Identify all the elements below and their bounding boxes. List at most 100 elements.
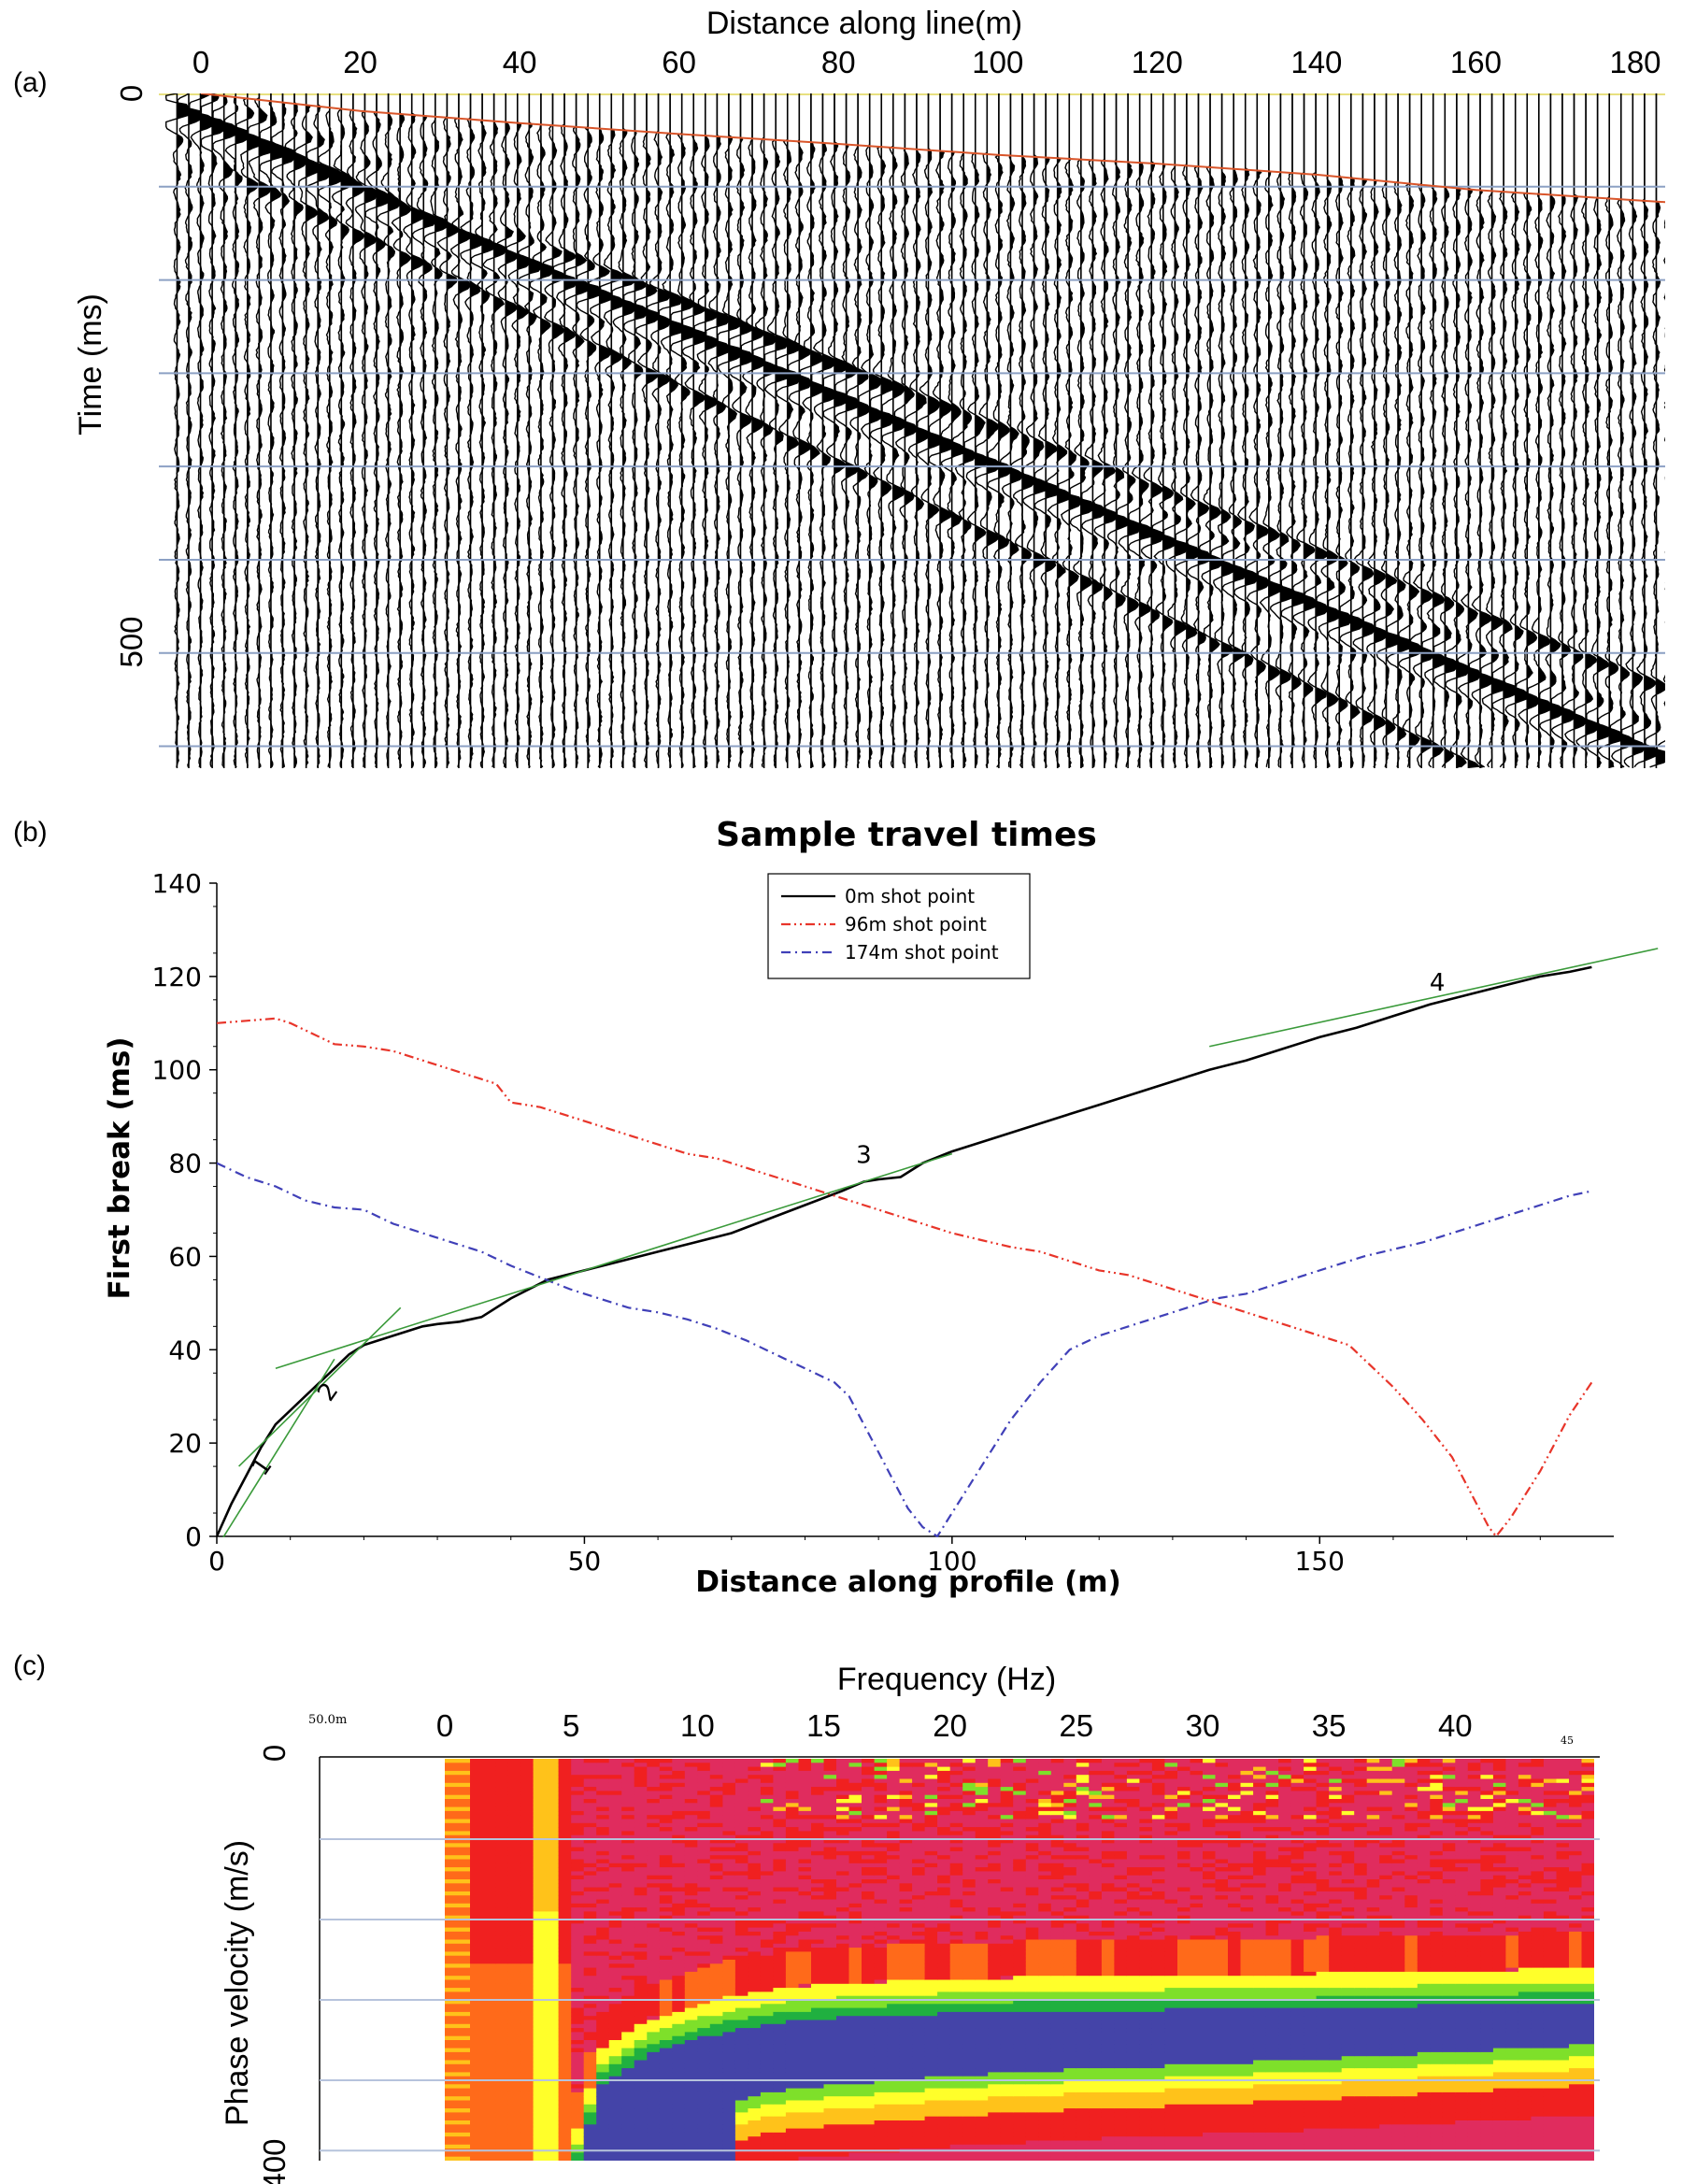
spectrum-cell [1000,2028,1014,2033]
trace-wiggle [658,93,682,767]
spectrum-cell [848,1879,862,1884]
spectrum-cell [457,1891,471,1896]
spectrum-cell [647,1875,661,1880]
spectrum-cell [798,1939,812,1945]
spectrum-cell [949,1979,963,1985]
spectrum-cell [785,1822,799,1828]
spectrum-cell [684,1839,698,1844]
spectrum-cell [874,1995,888,2001]
spectrum-cell [457,2007,471,2013]
spectrum-cell [734,2068,748,2073]
spectrum-cell [546,1915,560,1920]
spectrum-cell [596,1948,610,1952]
spectrum-cell [937,1887,951,1892]
spectrum-cell [962,1867,976,1872]
spectrum-cell [445,1782,459,1788]
spectrum-cell [811,1787,825,1791]
spectrum-cell [533,2116,547,2121]
spectrum-cell [722,1827,736,1832]
spectrum-cell [1000,1759,1014,1763]
spectrum-cell [899,2020,913,2025]
spectrum-cell [457,1843,471,1849]
spectrum-cell [697,1915,711,1920]
trace-wiggle [496,93,518,767]
spectrum-cell [988,1782,1002,1788]
spectrum-cell [457,1806,471,1812]
spectrum-cell [836,1815,850,1820]
spectrum-cell [962,1827,976,1832]
spectrum-cell [507,2144,521,2149]
spectrum-cell [596,1931,610,1936]
spectrum-cell [975,1939,989,1945]
spectrum-cell [848,1979,862,1985]
spectrum-cell [684,1843,698,1849]
spectrum-cell [823,1976,837,1981]
spectrum-cell [546,1951,560,1957]
spectrum-cell [507,2040,521,2045]
spectrum-cell [748,2060,762,2065]
spectrum-cell [874,2108,888,2113]
spectrum-cell [887,1863,901,1868]
spectrum-cell [722,1899,736,1905]
spectrum-cell [975,1951,989,1957]
spectrum-cell [507,2080,521,2085]
spectrum-cell [748,1794,762,1800]
spectrum-cell [887,1983,901,1989]
spectrum-cell [887,2120,901,2125]
spectrum-cell [760,1815,774,1820]
spectrum-cell [962,2056,976,2062]
spectrum-cell [608,2035,622,2041]
spectrum-cell [899,2152,913,2158]
spectrum-cell [621,2128,635,2134]
spectrum-cell [608,1963,622,1969]
spectrum-cell [899,1859,913,1864]
spectrum-cell [445,2004,459,2009]
spectrum-cell [672,1770,686,1776]
spectrum-cell [949,1843,963,1849]
spectrum-cell [583,2084,597,2090]
spectrum-cell [558,2096,572,2102]
spectrum-cell [672,1979,686,1985]
spectrum-cell [773,2104,787,2109]
spectrum-cell [748,1875,762,1880]
y-tick-label: 120 [152,962,202,992]
spectrum-cell [697,1831,711,1836]
spectrum-cell [760,1839,774,1844]
spectrum-cell [874,1923,888,1929]
spectrum-cell [684,2007,698,2013]
spectrum-cell [659,2032,673,2037]
spectrum-cell [760,1923,774,1929]
spectrum-cell [862,2004,876,2009]
spectrum-cell [495,1995,509,2001]
spectrum-cell [862,1799,876,1804]
spectrum-cell [608,1923,622,1929]
spectrum-cell [924,2140,938,2146]
spectrum-cell [533,2120,547,2125]
spectrum-cell [760,1939,774,1945]
spectrum-cell [874,1819,888,1824]
spectrum-cell [949,1839,963,1844]
spectrum-cell [634,1948,648,1952]
spectrum-cell [647,2011,661,2017]
spectrum-cell [811,2004,825,2009]
spectrum-cell [457,1763,471,1768]
trace-fill [1280,93,1292,768]
spectrum-cell [1000,1875,1014,1880]
spectrum-cell [988,1907,1002,1912]
spectrum-cell [520,1920,535,1924]
spectrum-cell [546,1903,560,1908]
spectrum-cell [862,1991,876,1997]
spectrum-cell [836,1791,850,1796]
spectrum-cell [558,1923,572,1929]
spectrum-cell [596,1875,610,1880]
spectrum-cell [608,1810,622,1816]
spectrum-cell [558,2032,572,2037]
spectrum-cell [482,1939,496,1945]
spectrum-cell [988,2072,1002,2077]
spectrum-cell [672,1815,686,1820]
spectrum-cell [823,1782,837,1788]
spectrum-cell [836,1927,850,1933]
trace-wiggle [542,93,564,768]
spectrum-cell [583,1775,597,1780]
